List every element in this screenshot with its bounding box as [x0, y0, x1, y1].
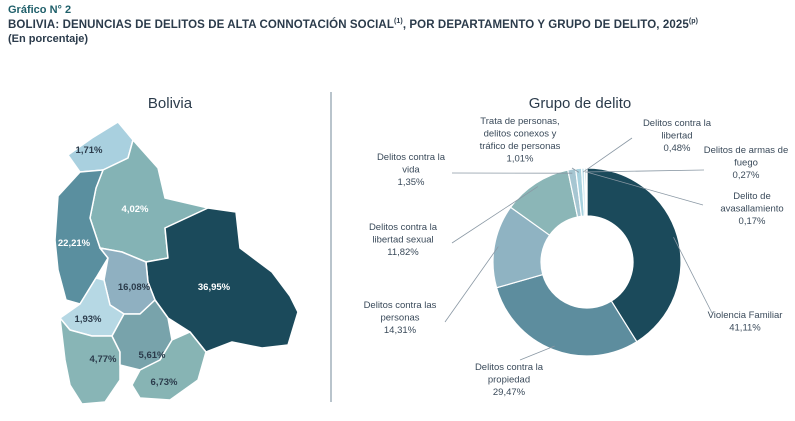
donut-slice-value-2: 29,47%	[493, 387, 526, 398]
donut-slice-label-8: Delitos de armas de fuego 0,27%	[704, 145, 788, 181]
donut-leader-8	[585, 169, 705, 173]
donut-leader-6	[571, 167, 580, 173]
donut-slice-label-4: Delitos contra la libertad sexual 11,82%	[369, 222, 438, 258]
chart-title-note: (1)	[393, 18, 403, 25]
donut-slice-2	[495, 273, 638, 357]
donut-title: Grupo de delito	[529, 95, 632, 112]
map-region-9	[131, 331, 207, 401]
map-region-label-4: 36,95%	[198, 282, 231, 293]
map-region-label-1: 1,71%	[76, 145, 103, 156]
donut-slice-9	[585, 167, 588, 217]
donut-slice-value-4: 11,82%	[387, 247, 419, 258]
donut-slice-value-8: 0,27%	[733, 170, 760, 181]
chart-title-main: BOLIVIA: DENUNCIAS DE DELITOS DE ALTA CO…	[8, 18, 394, 31]
donut-slice-value-7: 0,48%	[664, 143, 691, 154]
panel-divider	[330, 92, 332, 402]
chart-subtitle: (En porcentaje)	[8, 32, 89, 45]
donut-slice-value-3: 14,31%	[384, 325, 417, 336]
chart-header: Gráfico N° 2 BOLIVIA: DENUNCIAS DE DELIT…	[8, 4, 698, 45]
donut-leader-9	[586, 171, 704, 206]
map-region-label-3: 22,21%	[58, 238, 91, 249]
map-region-label-9: 6,73%	[151, 377, 178, 388]
map-region-7	[59, 317, 121, 405]
map-region-label-7: 4,77%	[90, 354, 117, 365]
donut-slice-value-6: 1,01%	[507, 154, 534, 165]
chart-title-flag: (p)	[688, 18, 699, 25]
donut-slice-label-3: Delitos contra las personas 14,31%	[364, 300, 437, 336]
donut-slice-value-5: 1,35%	[398, 177, 425, 188]
map-region-label-6: 1,93%	[75, 314, 102, 325]
chart-kicker: Gráfico N° 2	[8, 4, 72, 16]
chart-title-rest: , POR DEPARTAMENTO Y GRUPO DE DELITO, 20…	[402, 18, 689, 31]
donut-slice-value-9: 0,17%	[739, 216, 766, 227]
donut-slice-label-2: Delitos contra la propiedad 29,47%	[475, 362, 544, 398]
map-title: Bolivia	[148, 95, 193, 112]
donut-chart: Violencia Familiar 41,11% Delitos contra l…	[364, 116, 789, 398]
donut-slice-label-9: Delito de avasallamiento 0,17%	[720, 191, 783, 227]
map-region-label-2: 4,02%	[122, 204, 149, 215]
donut-leader-2	[519, 345, 555, 361]
bolivia-map: 1,71% 4,02% 22,21% 36,95% 16,08% 1,93% 4,77% 5,…	[54, 121, 299, 405]
donut-leader-4	[451, 186, 539, 244]
donut-slice-label-6: Trata de personas, delitos conexos y tráfi…	[480, 116, 561, 165]
map-region-label-5: 16,08%	[118, 282, 151, 293]
donut-slice-label-7: Delitos contra la libertad 0,48%	[643, 118, 712, 154]
donut-slice-1	[586, 167, 682, 343]
donut-leader-3	[444, 246, 499, 323]
donut-slice-label-1: Violencia Familiar 41,11%	[708, 310, 783, 334]
map-region-label-8: 5,61%	[139, 350, 166, 361]
donut-slice-value-1: 41,11%	[729, 323, 761, 334]
donut-leader-1	[673, 237, 713, 314]
donut-leader-7	[582, 137, 633, 173]
chart-title: BOLIVIA: DENUNCIAS DE DELITOS DE ALTA CO…	[8, 18, 698, 31]
donut-slice-label-5: Delitos contra la vida 1,35%	[377, 152, 446, 188]
